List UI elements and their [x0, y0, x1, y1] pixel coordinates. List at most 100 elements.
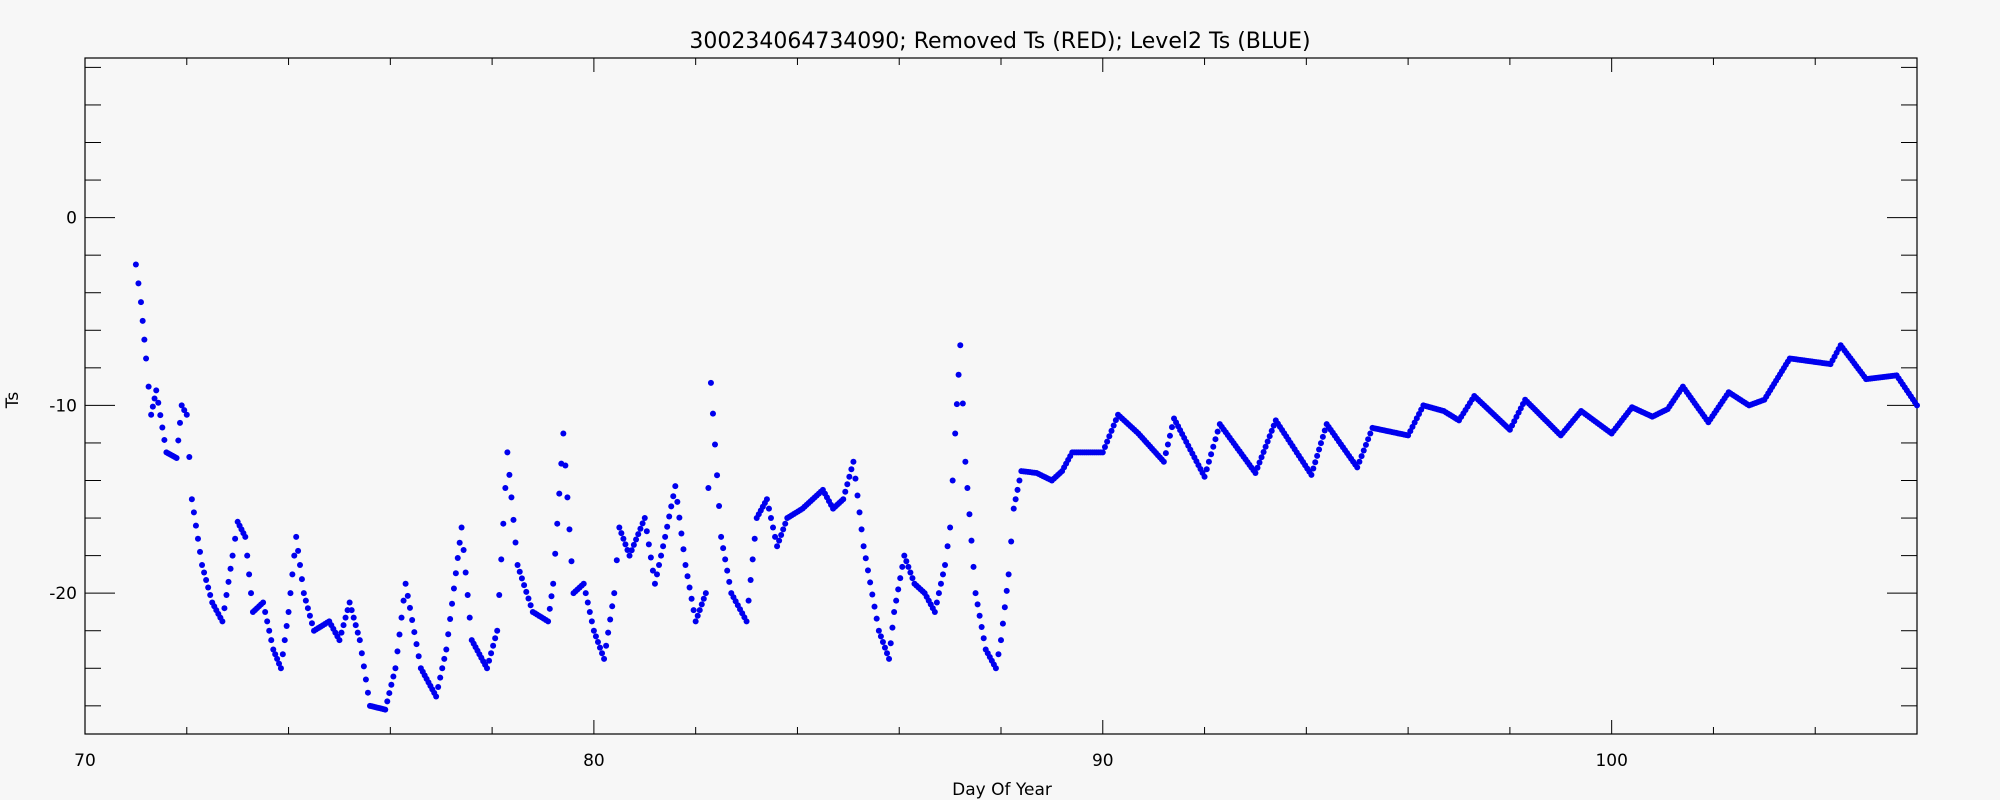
data-point [545, 618, 552, 625]
data-point [1104, 438, 1111, 445]
data-point [976, 612, 983, 619]
data-point [1106, 433, 1113, 440]
data-point [584, 599, 591, 606]
data-point [336, 637, 343, 644]
data-point [1166, 432, 1173, 439]
data-point [1262, 443, 1269, 450]
data-point [1208, 451, 1215, 458]
data-point [635, 531, 642, 538]
data-point [763, 496, 770, 503]
data-point [554, 520, 561, 527]
x-tick-label: 80 [583, 751, 605, 771]
data-point [850, 458, 857, 465]
data-point [248, 590, 255, 597]
data-point [978, 623, 985, 630]
data-point [514, 562, 521, 568]
data-point [354, 629, 361, 636]
data-point [1001, 604, 1008, 611]
data-point [957, 342, 964, 349]
data-point [712, 441, 719, 448]
data-point [1312, 459, 1319, 466]
data-point [502, 485, 509, 492]
data-point [745, 597, 752, 604]
data-point [396, 631, 403, 638]
data-point [274, 655, 281, 662]
data-point [512, 539, 519, 546]
data-point [668, 503, 675, 510]
data-point [959, 400, 966, 407]
data-point [197, 548, 204, 555]
data-point [889, 624, 896, 631]
data-point [937, 580, 944, 587]
data-point [895, 586, 902, 593]
data-point [1367, 430, 1374, 437]
data-point [205, 584, 212, 591]
data-point [864, 567, 871, 574]
data-point [962, 458, 969, 465]
data-point [605, 629, 612, 636]
data-point [891, 608, 898, 615]
data-point [510, 516, 517, 523]
data-point [392, 665, 399, 672]
data-point [518, 575, 525, 582]
data-point [1365, 436, 1372, 443]
data-point [300, 590, 307, 597]
data-point [674, 498, 681, 505]
data-point [346, 599, 353, 606]
data-point [1003, 587, 1010, 594]
data-point [143, 355, 150, 362]
data-point [352, 622, 359, 629]
data-point [260, 599, 267, 606]
data-point [135, 280, 142, 287]
data-point [458, 524, 465, 531]
data-point [1110, 422, 1117, 429]
data-point [590, 627, 597, 634]
data-point [751, 535, 758, 542]
data-point [672, 483, 679, 490]
data-point [1256, 459, 1263, 466]
y-tick-label: -20 [49, 584, 77, 604]
data-point [852, 475, 859, 482]
data-point [966, 511, 973, 518]
data-point [1358, 453, 1365, 460]
data-point [1203, 466, 1210, 473]
data-point [972, 590, 979, 597]
data-point [445, 631, 452, 638]
data-point [552, 550, 559, 557]
data-point [306, 612, 313, 619]
data-point [999, 620, 1006, 627]
data-point [647, 554, 654, 561]
data-point [907, 569, 914, 576]
data-point [899, 563, 906, 570]
data-point [897, 575, 904, 582]
data-point [776, 537, 783, 544]
data-point [406, 604, 413, 611]
data-point [603, 642, 610, 649]
data-point [690, 607, 697, 614]
data-point [901, 552, 908, 559]
data-point [588, 618, 595, 625]
data-point [450, 585, 457, 592]
data-point [1260, 448, 1267, 455]
data-point [709, 410, 716, 417]
data-point [613, 557, 620, 564]
data-point [390, 673, 397, 680]
data-point [1205, 458, 1212, 465]
data-point [680, 546, 687, 553]
data-point [601, 655, 608, 662]
data-point [199, 562, 206, 568]
data-point [628, 547, 635, 554]
data-point [159, 424, 166, 431]
data-point [456, 539, 463, 546]
data-point [637, 525, 644, 532]
data-point [356, 637, 363, 644]
data-point [398, 614, 405, 621]
data-point [246, 571, 253, 578]
data-point [747, 577, 754, 584]
data-point [264, 618, 271, 625]
data-point [462, 569, 469, 576]
data-point [227, 565, 234, 572]
data-point [1210, 443, 1217, 450]
data-point [609, 603, 616, 610]
